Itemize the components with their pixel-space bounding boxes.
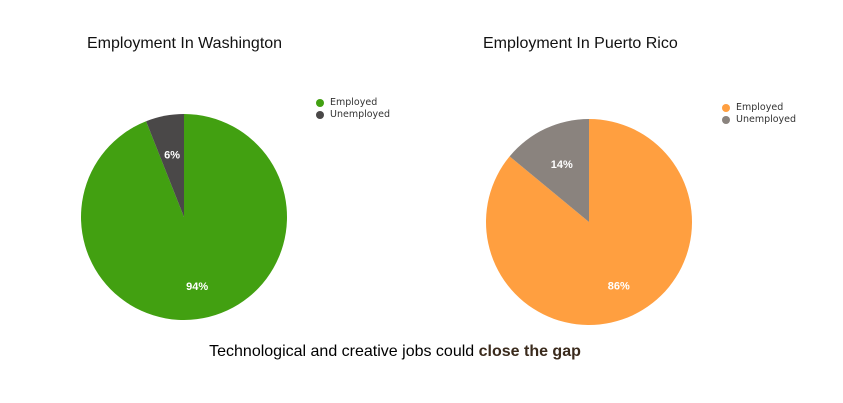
legend-puerto-rico: Employed Unemployed xyxy=(722,102,796,126)
pie-slice-employed xyxy=(485,119,692,325)
legend-swatch-employed xyxy=(316,99,324,107)
legend-label-employed: Employed xyxy=(330,97,378,108)
legend-item-unemployed: Unemployed xyxy=(316,109,390,121)
pie-washington: 94% 6% xyxy=(81,114,287,320)
legend-washington: Employed Unemployed xyxy=(316,97,390,121)
pie-label-unemployed: 6% xyxy=(164,149,180,161)
chart-title-washington: Employment In Washington xyxy=(87,35,283,52)
pie-label-employed: 94% xyxy=(186,281,208,293)
chart-title-puerto-rico: Employment In Puerto Rico xyxy=(483,35,678,52)
pie-puerto-rico: 86% 14% xyxy=(485,119,692,325)
pie-label-employed: 86% xyxy=(608,280,630,292)
legend-swatch-unemployed xyxy=(722,116,730,124)
caption-lead: Technological and creative jobs could xyxy=(209,343,479,360)
legend-label-unemployed: Unemployed xyxy=(330,109,391,120)
pie-label-unemployed: 14% xyxy=(551,159,573,171)
pie-slice-unemployed xyxy=(509,119,589,222)
caption-emphasis: close the gap xyxy=(478,343,581,360)
legend-item-unemployed: Unemployed xyxy=(722,114,796,126)
caption: Technological and creative jobs could cl… xyxy=(0,343,790,361)
legend-label-unemployed: Unemployed xyxy=(736,114,797,125)
legend-label-employed: Employed xyxy=(736,102,784,113)
chart-washington: Employment In Washington Employed Unempl… xyxy=(0,0,420,340)
pie-slice-unemployed xyxy=(146,114,184,217)
legend-swatch-employed xyxy=(722,104,730,112)
legend-item-employed: Employed xyxy=(316,97,390,109)
legend-item-employed: Employed xyxy=(722,102,796,114)
legend-swatch-unemployed xyxy=(316,111,324,119)
chart-puerto-rico: Employment In Puerto Rico Employed Unemp… xyxy=(420,0,843,340)
